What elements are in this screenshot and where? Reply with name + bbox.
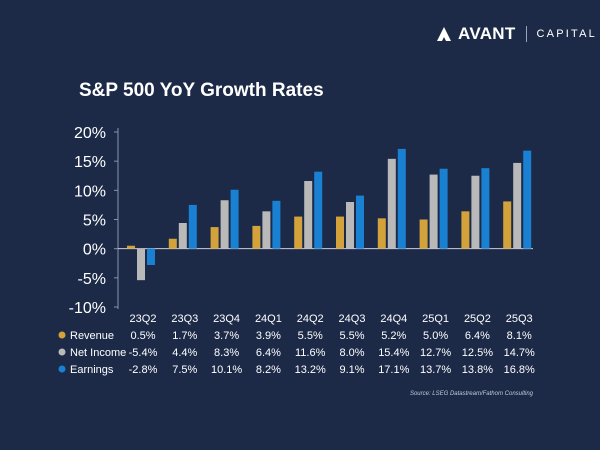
bar-revenue (336, 216, 344, 249)
bar-earnings (188, 204, 197, 249)
avant-capital-logo: AVANT CAPITAL (436, 24, 597, 44)
bar-revenue (168, 238, 177, 249)
bar-net-income (513, 162, 522, 249)
category-label: 23Q2 (130, 313, 157, 325)
data-label: 12.7% (420, 347, 451, 359)
legend-label: Earnings (70, 364, 114, 376)
bar-revenue (127, 245, 135, 249)
data-label: 5.5% (339, 330, 364, 342)
bar-earnings (356, 195, 364, 249)
bar-revenue (377, 218, 386, 249)
data-label: 3.7% (214, 330, 239, 342)
y-tick-label: 10% (74, 183, 106, 200)
legend-label: Revenue (70, 330, 114, 342)
bar-earnings (439, 168, 448, 249)
data-label: 8.1% (507, 330, 532, 342)
bar-revenue (294, 216, 303, 249)
y-tick-label: 20% (74, 125, 106, 142)
data-label: 13.7% (420, 364, 451, 376)
logo-sub: CAPITAL (536, 28, 597, 40)
category-label: 25Q1 (422, 313, 449, 325)
category-label: 24Q1 (255, 313, 282, 325)
bar-net-income (178, 223, 187, 249)
legend-label: Net Income (70, 347, 126, 359)
bar-revenue (461, 211, 470, 249)
data-label: 7.5% (172, 364, 197, 376)
data-label: 10.1% (211, 364, 242, 376)
data-label: 6.4% (256, 347, 281, 359)
category-label: 25Q2 (464, 313, 491, 325)
data-label: 11.6% (295, 347, 326, 359)
category-label: 24Q4 (380, 313, 407, 325)
logo-brand: AVANT (458, 24, 516, 43)
data-label: 8.2% (256, 364, 281, 376)
avant-logo-icon (437, 27, 451, 41)
bar-earnings (523, 150, 532, 249)
bar-net-income (429, 174, 438, 249)
category-label: 25Q3 (506, 313, 533, 325)
data-label: 16.8% (504, 364, 535, 376)
category-label: 23Q4 (213, 313, 240, 325)
bar-earnings (230, 189, 239, 249)
data-label: 3.9% (256, 330, 281, 342)
y-tick-label: 15% (74, 154, 106, 171)
data-label: 5.0% (423, 330, 448, 342)
data-label: -2.8% (129, 364, 158, 376)
bar-net-income (137, 248, 145, 281)
data-label: 13.8% (462, 364, 493, 376)
y-tick-label: 5% (83, 213, 106, 230)
category-label: 23Q3 (171, 313, 198, 325)
bar-revenue (503, 201, 512, 249)
data-label: 17.1% (378, 364, 409, 376)
data-label: 8.3% (214, 347, 239, 359)
bar-earnings (481, 168, 490, 249)
y-tick-label: 0% (83, 242, 106, 259)
bar-net-income (387, 158, 396, 249)
logo-divider (525, 26, 527, 42)
data-label: 0.5% (130, 330, 155, 342)
bar-revenue (419, 219, 428, 249)
data-label: 4.4% (172, 347, 197, 359)
legend-dot-revenue (58, 331, 66, 339)
bar-net-income (346, 202, 354, 249)
bar-net-income (220, 200, 229, 249)
data-label: 15.4% (378, 347, 409, 359)
data-label: 8.0% (339, 347, 364, 359)
y-tick-label: -5% (78, 271, 106, 288)
data-label: 1.7% (172, 330, 197, 342)
data-label: 5.2% (381, 330, 406, 342)
data-label: 5.5% (298, 330, 323, 342)
bar-revenue (252, 225, 261, 249)
category-label: 24Q3 (339, 313, 366, 325)
chart-title: S&P 500 YoY Growth Rates (79, 80, 324, 101)
bar-earnings (314, 171, 323, 249)
bar-net-income (471, 175, 480, 249)
source-note: Source: LSEG Datastream/Fathom Consultin… (409, 391, 533, 397)
data-label: -5.4% (129, 347, 158, 359)
category-label: 24Q2 (297, 313, 324, 325)
bar-earnings (147, 248, 155, 265)
data-label: 6.4% (465, 330, 490, 342)
data-label: 9.1% (339, 364, 364, 376)
data-label: 13.2% (295, 364, 326, 376)
legend-dot-net-income (58, 348, 66, 356)
bar-net-income (262, 211, 271, 249)
bar-revenue (210, 227, 219, 249)
bar-net-income (304, 181, 313, 249)
legend-dot-earnings (58, 365, 66, 373)
data-label: 14.7% (504, 347, 535, 359)
y-tick-label: -10% (69, 300, 106, 317)
bar-earnings (397, 148, 406, 249)
data-label: 12.5% (462, 347, 493, 359)
bar-earnings (272, 200, 281, 249)
